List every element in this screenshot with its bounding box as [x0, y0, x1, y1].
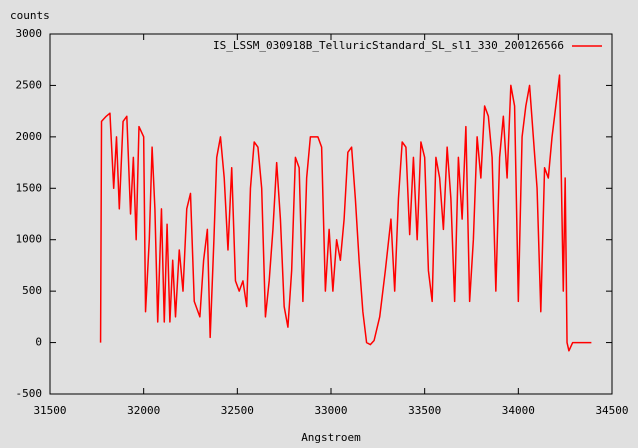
x-tick-label: 32000 [127, 404, 160, 417]
y-tick-label: 2500 [16, 78, 43, 91]
y-tick-label: 1000 [16, 233, 43, 246]
x-tick-label: 33000 [314, 404, 347, 417]
y-tick-label: 2000 [16, 130, 43, 143]
y-tick-label: 3000 [16, 27, 43, 40]
x-axis-label: Angstroem [301, 431, 361, 444]
x-tick-label: 32500 [221, 404, 254, 417]
data-line [99, 74, 592, 352]
x-tick-label: 34000 [502, 404, 535, 417]
y-tick-label: 500 [22, 284, 42, 297]
x-tick-label: 33500 [408, 404, 441, 417]
y-tick-label: 0 [35, 336, 42, 349]
y-tick-label: -500 [16, 387, 43, 400]
x-tick-label: 31500 [33, 404, 66, 417]
y-tick-label: 1500 [16, 181, 43, 194]
x-tick-label: 34500 [595, 404, 628, 417]
y-axis-label: counts [10, 9, 50, 22]
legend-label: IS_LSSM_030918B_TelluricStandard_SL_sl1_… [213, 39, 564, 52]
